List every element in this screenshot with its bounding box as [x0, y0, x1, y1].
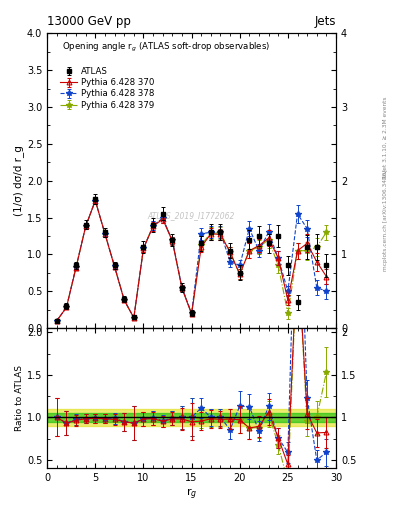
Text: Opening angle r$_g$ (ATLAS soft-drop observables): Opening angle r$_g$ (ATLAS soft-drop obs…	[62, 40, 270, 54]
Legend: ATLAS, Pythia 6.428 370, Pythia 6.428 378, Pythia 6.428 379: ATLAS, Pythia 6.428 370, Pythia 6.428 37…	[60, 67, 154, 110]
Bar	[47, 413, 336, 422]
Y-axis label: (1/σ) dσ/d r_g: (1/σ) dσ/d r_g	[13, 145, 24, 216]
Text: mcplots.cern.ch [arXiv:1306.3436]: mcplots.cern.ch [arXiv:1306.3436]	[383, 169, 388, 271]
Text: Jets: Jets	[314, 15, 336, 28]
Text: Rivet 3.1.10, ≥ 2.3M events: Rivet 3.1.10, ≥ 2.3M events	[383, 97, 388, 180]
Y-axis label: Ratio to ATLAS: Ratio to ATLAS	[15, 365, 24, 431]
X-axis label: r$_g$: r$_g$	[186, 486, 197, 502]
Text: 13000 GeV pp: 13000 GeV pp	[47, 15, 131, 28]
Text: ATLAS_2019_I1772062: ATLAS_2019_I1772062	[148, 211, 235, 221]
Bar	[47, 409, 336, 426]
